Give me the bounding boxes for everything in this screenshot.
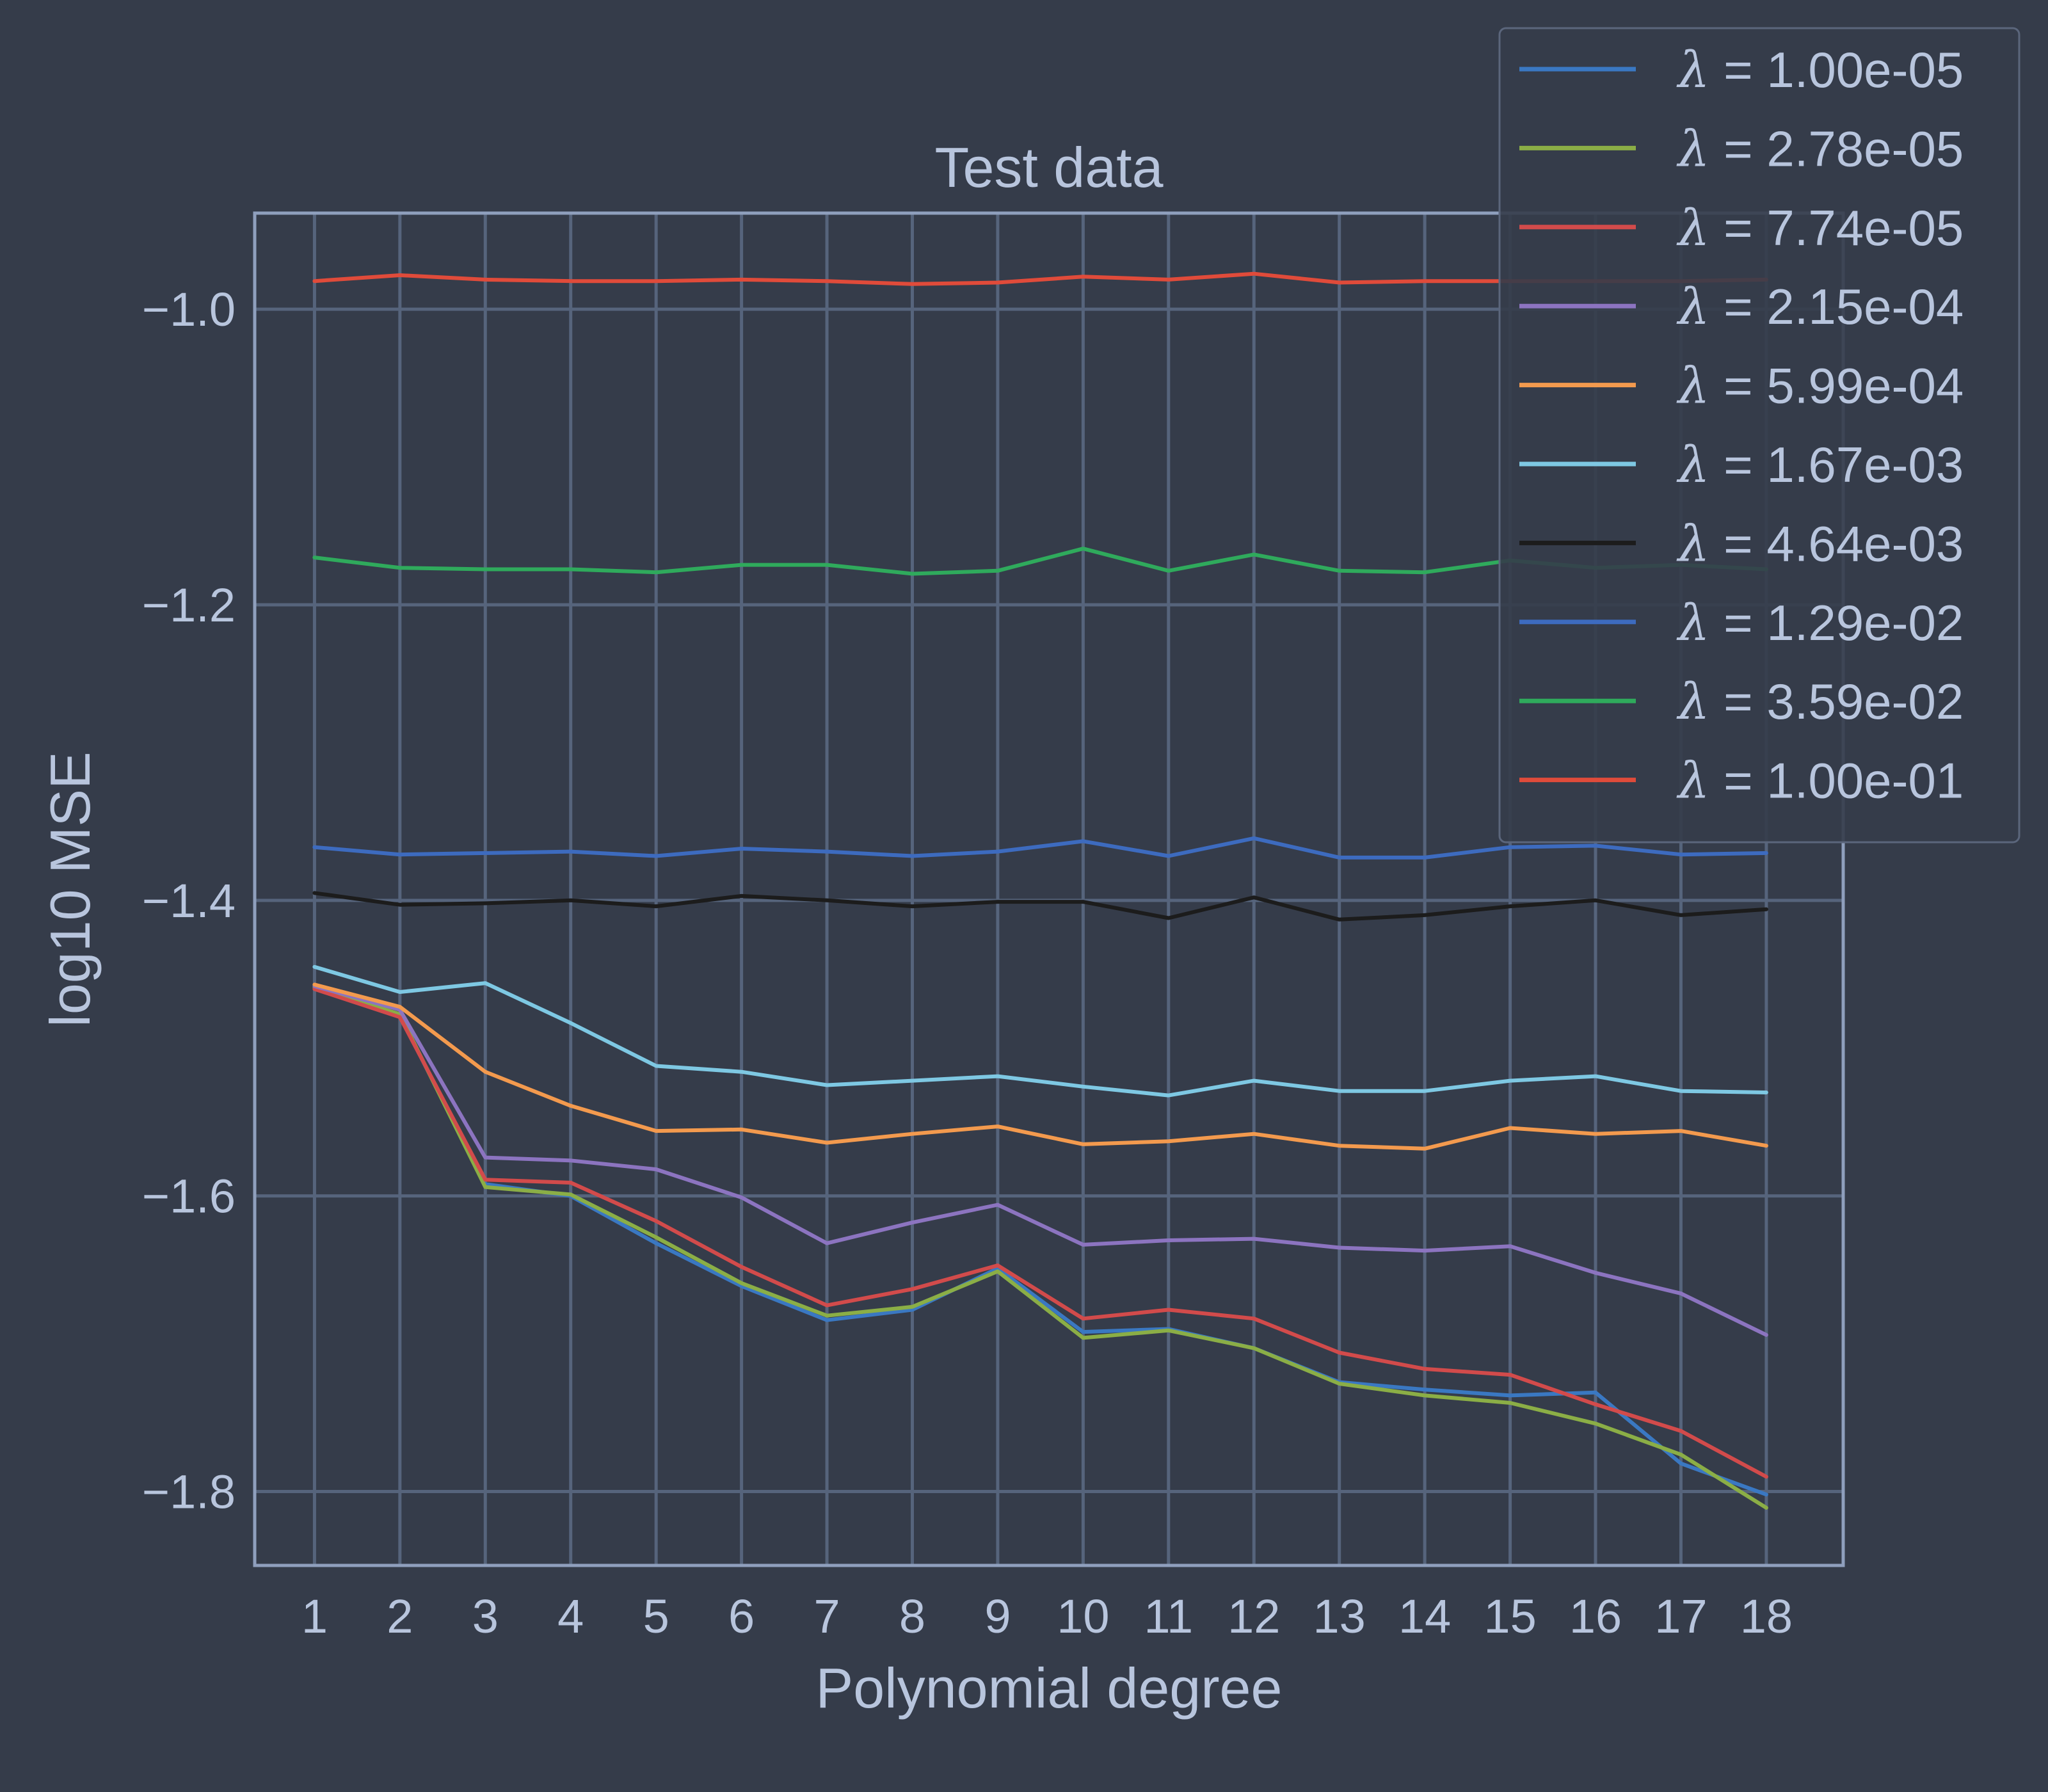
- legend-entry: λ = 1.00e-01: [1676, 753, 1964, 810]
- grid: [255, 213, 1843, 1565]
- y-tick-label: −1.2: [142, 579, 236, 632]
- y-tick-labels: −1.8 −1.6 −1.4 −1.2 −1.0: [142, 283, 236, 1518]
- x-tick-label: 10: [1057, 1590, 1109, 1643]
- legend-entry: λ = 2.78e-05: [1676, 120, 1964, 178]
- x-tick-labels: 1 2 3 4 5 6 7 8 9 10 11 12 13 14 15 16 17 18: [301, 1590, 1793, 1643]
- x-tick-label: 8: [899, 1590, 925, 1643]
- series-lines: [312, 271, 1768, 1510]
- series-line-2: [312, 986, 1768, 1510]
- legend-entry: λ = 5.99e-04: [1676, 358, 1964, 415]
- chart-title: Test data: [934, 136, 1163, 199]
- series-line-3: [312, 987, 1768, 1479]
- x-tick-label: 12: [1228, 1590, 1280, 1643]
- y-tick-label: −1.6: [142, 1170, 236, 1223]
- y-tick-label: −1.4: [142, 874, 236, 927]
- legend: λ = 1.00e-05 λ = 2.78e-05 λ = 7.74e-05 λ = …: [1498, 27, 2020, 844]
- series-line-6: [312, 964, 1768, 1098]
- x-tick-label: 9: [984, 1590, 1011, 1643]
- x-tick-label: 13: [1313, 1590, 1366, 1643]
- legend-entry: λ = 1.67e-03: [1676, 436, 1964, 494]
- legend-entry: λ = 4.64e-03: [1676, 515, 1964, 573]
- x-tick-label: 18: [1740, 1590, 1793, 1643]
- x-tick-label: 4: [557, 1590, 584, 1643]
- x-tick-label: 17: [1654, 1590, 1707, 1643]
- x-tick-label: 1: [301, 1590, 328, 1643]
- legend-entry: λ = 7.74e-05: [1676, 200, 1964, 257]
- legend-entry: λ = 1.00e-05: [1676, 42, 1964, 99]
- series-line-4: [312, 984, 1768, 1337]
- series-line-5: [312, 982, 1768, 1151]
- legend-entry: λ = 1.29e-02: [1676, 595, 1964, 652]
- x-tick-label: 7: [813, 1590, 840, 1643]
- x-tick-label: 15: [1484, 1590, 1536, 1643]
- legend-entry: λ = 2.15e-04: [1676, 278, 1964, 336]
- series-line-7: [312, 891, 1768, 922]
- x-tick-label: 11: [1144, 1590, 1193, 1643]
- x-tick-label: 6: [728, 1590, 755, 1643]
- x-tick-label: 3: [472, 1590, 499, 1643]
- x-tick-label: 16: [1569, 1590, 1622, 1643]
- legend-box: [1498, 27, 2020, 844]
- y-tick-label: −1.8: [142, 1466, 236, 1519]
- series-line-8: [312, 836, 1768, 860]
- x-tick-label: 2: [387, 1590, 413, 1643]
- axes-frame: [253, 211, 1845, 1567]
- x-tick-label: 5: [643, 1590, 669, 1643]
- legend-entry: λ = 3.59e-02: [1676, 673, 1964, 731]
- x-tick-label: 14: [1398, 1590, 1451, 1643]
- x-axis-label: Polynomial degree: [816, 1656, 1283, 1720]
- y-tick-label: −1.0: [142, 283, 236, 336]
- y-axis-label: log10 MSE: [38, 751, 102, 1027]
